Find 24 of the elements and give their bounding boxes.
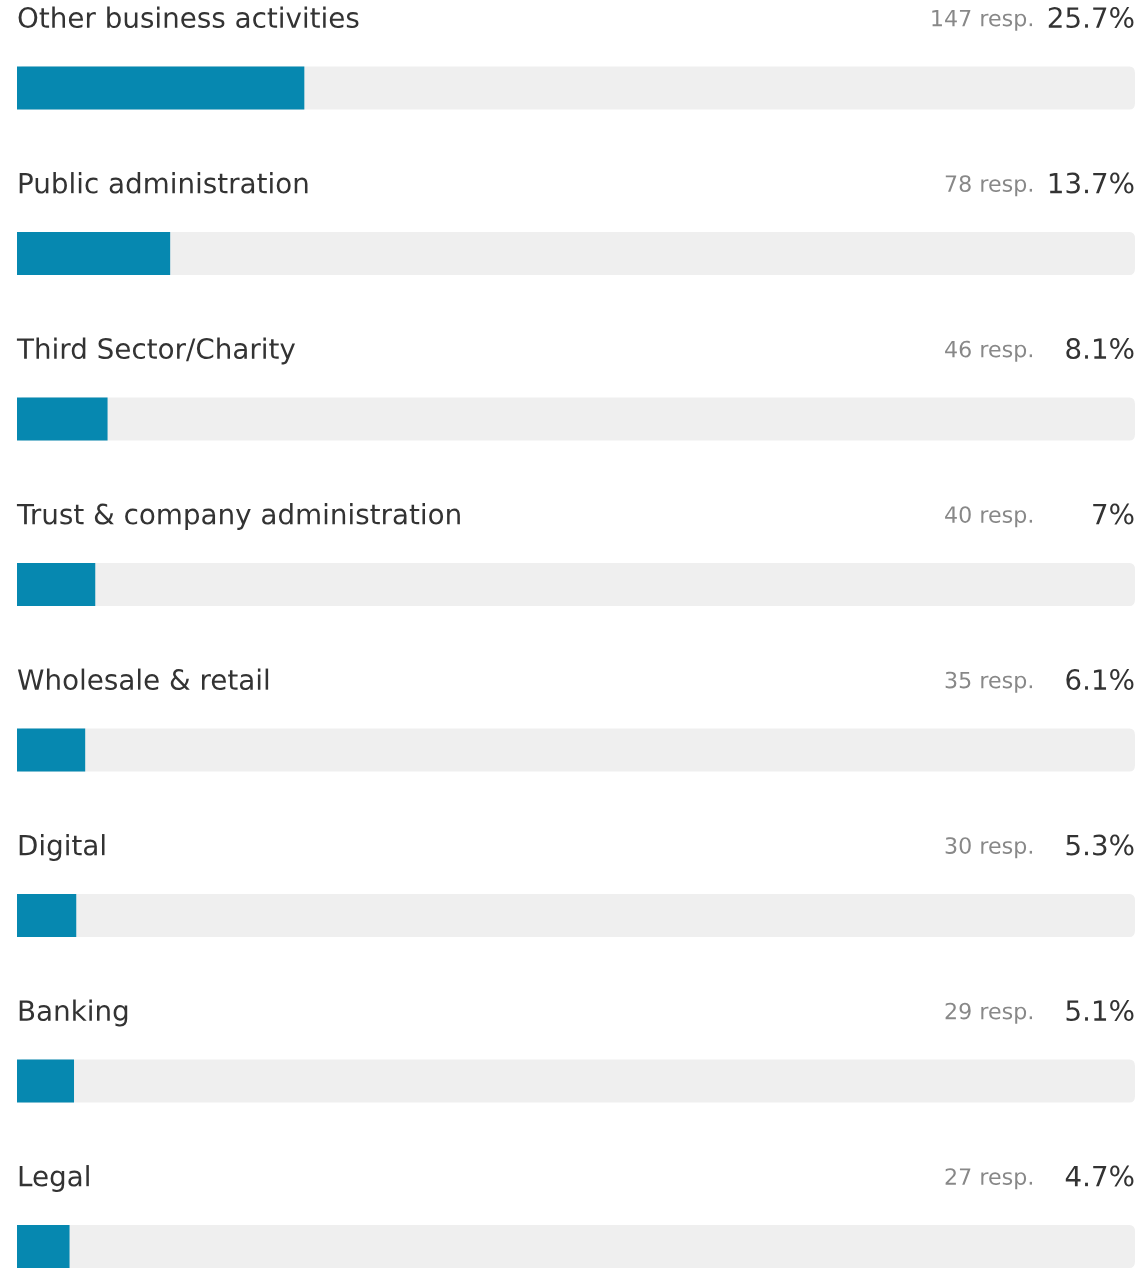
- y-tick-label: Public administration: [19, 172, 308, 194]
- y-tick-label: Third Sector/Charity: [16, 337, 296, 365]
- data-label: 25.7%: [1048, 7, 1134, 29]
- annotation: 35 resp.: [945, 671, 1032, 693]
- annotation: 29 resp.: [945, 1002, 1032, 1024]
- data-label: 6.1%: [1066, 669, 1134, 691]
- data-label: 5.1%: [1066, 1000, 1134, 1022]
- y-tick-label: Trust & company administration: [16, 503, 460, 530]
- annotation: 27 resp.: [945, 1168, 1032, 1190]
- annotation: 78 resp.: [945, 175, 1032, 197]
- data-label: 7%: [1093, 503, 1134, 525]
- annotation: 147 resp.: [932, 9, 1032, 31]
- data-label: 5.3%: [1066, 834, 1134, 856]
- data-label: 8.1%: [1066, 338, 1134, 360]
- y-tick-label: Other business activities: [18, 6, 359, 29]
- data-label: 13.7%: [1049, 172, 1134, 194]
- annotation: 30 resp.: [945, 837, 1032, 859]
- y-tick-label: Wholesale & retail: [17, 668, 269, 691]
- y-tick-label: Banking: [19, 999, 128, 1027]
- annotation: 46 resp.: [945, 340, 1032, 362]
- annotation: 40 resp.: [945, 506, 1032, 528]
- y-tick-label: Digital: [19, 834, 105, 861]
- data-label: 4.7%: [1065, 1165, 1134, 1187]
- y-tick-label: Legal: [19, 1165, 89, 1192]
